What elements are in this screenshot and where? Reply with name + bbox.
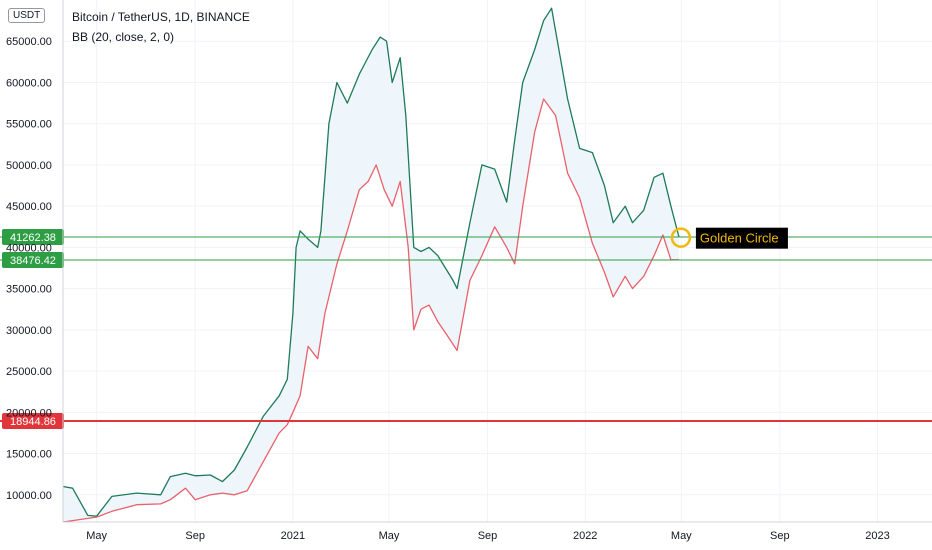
series-group bbox=[62, 7, 680, 523]
price-level-value: 41262.38 bbox=[10, 232, 56, 244]
y-tick-label: 25000.00 bbox=[6, 366, 52, 378]
price-level-tag bbox=[2, 413, 64, 430]
axes: 10000.00 15000.00 20000.00 25000.00 30000.00… bbox=[6, 0, 932, 542]
y-tick-label: 20000.00 bbox=[6, 407, 52, 419]
y-tick-label: 60000.00 bbox=[6, 77, 52, 89]
grid bbox=[63, 0, 932, 522]
chart-title: Bitcoin / TetherUS, 1D, BINANCE bbox=[72, 10, 250, 24]
indicator-label: BB (20, close, 2, 0) bbox=[72, 30, 175, 44]
x-tick-label: May bbox=[671, 530, 692, 542]
y-tick-label: 65000.00 bbox=[6, 36, 52, 48]
y-tick-label: 35000.00 bbox=[6, 284, 52, 296]
x-tick-label: May bbox=[379, 530, 400, 542]
x-tick-label: 2021 bbox=[281, 530, 305, 542]
golden-circle-marker bbox=[670, 227, 692, 248]
y-tick-label: 15000.00 bbox=[6, 449, 52, 461]
y-tick-label: 40000.00 bbox=[6, 242, 52, 254]
y-tick-label: 45000.00 bbox=[6, 201, 52, 213]
lower-band-line bbox=[62, 98, 679, 523]
golden-circle-annotation: Golden Circle bbox=[670, 227, 788, 249]
price-level-value: 38476.42 bbox=[10, 255, 56, 267]
x-tick-label: Sep bbox=[478, 530, 498, 542]
upper-band-line bbox=[62, 7, 680, 517]
bollinger-band-fill bbox=[63, 8, 679, 522]
golden-circle-label-box bbox=[695, 227, 788, 249]
x-tick-label: 2023 bbox=[865, 530, 889, 542]
price-level-tag bbox=[2, 251, 64, 268]
x-tick-label: Sep bbox=[185, 530, 205, 542]
x-tick-label: Sep bbox=[770, 530, 790, 542]
y-tick-label: 30000.00 bbox=[6, 325, 52, 337]
y-tick-label: 55000.00 bbox=[6, 119, 52, 131]
price-level-tag bbox=[2, 228, 64, 245]
currency-button[interactable]: USDT bbox=[8, 8, 46, 23]
price-levels: 41262.38 38476.42 18944.86 bbox=[0, 228, 932, 430]
x-tick-label: 2022 bbox=[573, 530, 597, 542]
price-level-value: 18944.86 bbox=[10, 416, 56, 428]
golden-circle-label: Golden Circle bbox=[700, 231, 779, 246]
y-tick-label: 50000.00 bbox=[6, 160, 52, 172]
y-tick-label: 10000.00 bbox=[6, 490, 52, 502]
x-tick-label: May bbox=[86, 530, 107, 542]
